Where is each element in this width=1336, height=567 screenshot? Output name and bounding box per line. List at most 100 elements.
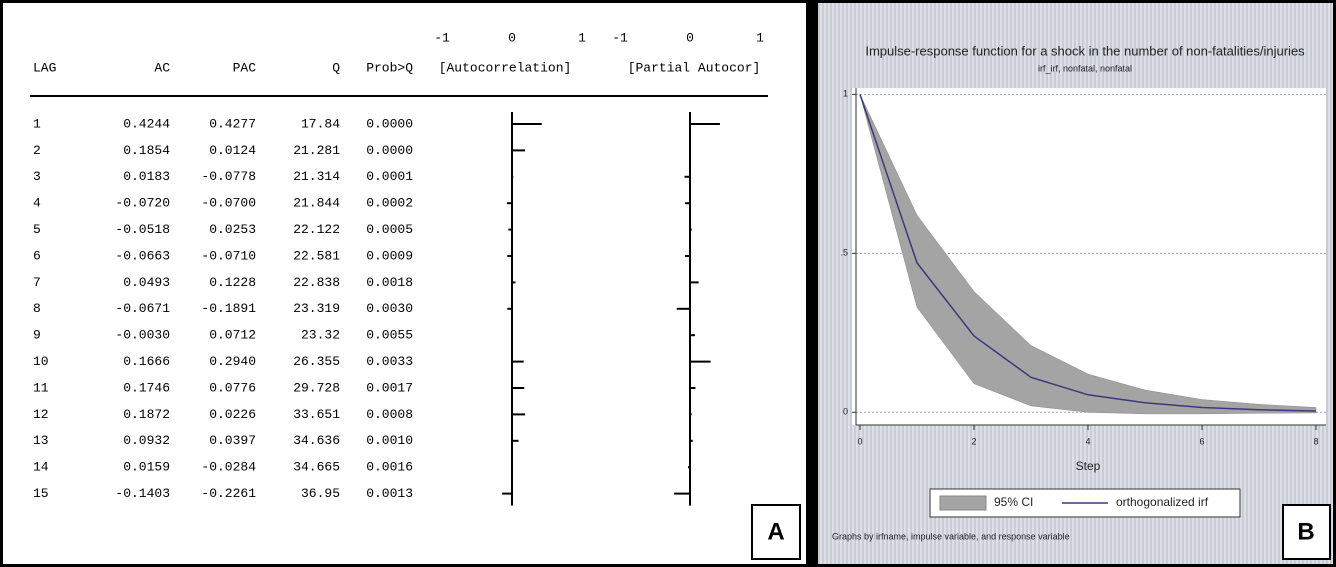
scale-label: 0 — [686, 30, 694, 45]
cell: 0.0183 — [123, 169, 170, 184]
cell: 33.651 — [293, 407, 340, 422]
cell: -0.1891 — [201, 301, 256, 316]
cell: 0.0016 — [366, 460, 413, 475]
cell: 12 — [33, 407, 49, 422]
cell: 15 — [33, 486, 49, 501]
cell: 0.0017 — [366, 380, 413, 395]
cell: 26.355 — [293, 354, 340, 369]
x-tick-label: 8 — [1313, 436, 1318, 446]
irf-line — [859, 94, 1317, 412]
cell: 21.281 — [293, 143, 340, 158]
cell: 21.314 — [293, 169, 340, 184]
scale-label: 0 — [508, 30, 516, 45]
cell: 5 — [33, 222, 41, 237]
chart-title: Impulse-response function for a shock in… — [865, 43, 1305, 58]
x-tick-label: 4 — [1085, 436, 1090, 446]
cell: -0.0030 — [115, 328, 170, 343]
cell: 0.1746 — [123, 380, 170, 395]
column-header: PAC — [233, 60, 257, 75]
x-tick-label: 2 — [971, 436, 976, 446]
scale-label: 1 — [756, 30, 764, 45]
cell: 0.0226 — [209, 407, 256, 422]
panel-label-box — [1282, 504, 1331, 560]
cell: 22.122 — [293, 222, 340, 237]
cell: 0.0712 — [209, 328, 256, 343]
cell: 8 — [33, 301, 41, 316]
cell: 0.0033 — [366, 354, 413, 369]
cell: -0.0663 — [115, 248, 170, 263]
cell: 22.581 — [293, 248, 340, 263]
cell: 2 — [33, 143, 41, 158]
cell: -0.0518 — [115, 222, 170, 237]
cell: 0.0253 — [209, 222, 256, 237]
legend-label: 95% CI — [994, 495, 1033, 509]
cell: 0.2940 — [209, 354, 256, 369]
cell: 0.0124 — [209, 143, 256, 158]
cell: 6 — [33, 248, 41, 263]
cell: 0.0002 — [366, 196, 413, 211]
cell: 0.0005 — [366, 222, 413, 237]
cell: 0.1854 — [123, 143, 170, 158]
cell: -0.0284 — [201, 460, 256, 475]
scale-label: -1 — [434, 30, 450, 45]
column-header: [Partial Autocor] — [628, 60, 761, 75]
cell: -0.0700 — [201, 196, 256, 211]
cell: 29.728 — [293, 380, 340, 395]
legend-swatch — [939, 495, 987, 511]
cell: 0.0932 — [123, 433, 170, 448]
legend-label: orthogonalized irf — [1116, 495, 1209, 509]
cell: 34.636 — [293, 433, 340, 448]
scale-label: -1 — [612, 30, 628, 45]
x-tick-label: 6 — [1199, 436, 1204, 446]
cell: 0.0001 — [366, 169, 413, 184]
cell: 0.0009 — [366, 248, 413, 263]
cell: 0.0493 — [123, 275, 170, 290]
cell: -0.0671 — [115, 301, 170, 316]
cell: 21.844 — [293, 196, 340, 211]
cell: -0.0710 — [201, 248, 256, 263]
cell: 14 — [33, 460, 49, 475]
cell: 0.0008 — [366, 407, 413, 422]
cell: 7 — [33, 275, 41, 290]
cell: 9 — [33, 328, 41, 343]
y-tick-label: 1 — [843, 89, 848, 99]
cell: 23.319 — [293, 301, 340, 316]
column-header: Prob>Q — [366, 60, 413, 75]
panel-label: B — [1297, 518, 1314, 545]
cell: 0.0018 — [366, 275, 413, 290]
cell: 0.0055 — [366, 328, 413, 343]
cell: 34.665 — [293, 460, 340, 475]
cell: 22.838 — [293, 275, 340, 290]
cell: 0.1666 — [123, 354, 170, 369]
cell: 10 — [33, 354, 49, 369]
cell: 0.0010 — [366, 433, 413, 448]
panel-label: A — [767, 518, 784, 545]
cell: 1 — [33, 116, 41, 131]
cell: 17.84 — [301, 116, 340, 131]
note: Graphs by irfname, impulse variable, and… — [832, 531, 1070, 541]
column-header: LAG — [33, 60, 56, 75]
cell: 0.4277 — [209, 116, 256, 131]
cell: 13 — [33, 433, 49, 448]
y-tick-label: 0 — [843, 407, 848, 417]
cell: 0.0397 — [209, 433, 256, 448]
cell: 0.0000 — [366, 143, 413, 158]
cell: -0.0778 — [201, 169, 256, 184]
column-header: Q — [332, 60, 340, 75]
cell: 23.32 — [301, 328, 340, 343]
cell: 0.0030 — [366, 301, 413, 316]
cell: -0.0720 — [115, 196, 170, 211]
cell: 4 — [33, 196, 41, 211]
x-axis-label: Step — [1076, 459, 1101, 473]
cell: 0.0013 — [366, 486, 413, 501]
cell: 0.1228 — [209, 275, 256, 290]
ci-band — [859, 94, 1317, 415]
cell: -0.2261 — [201, 486, 256, 501]
cell: 0.1872 — [123, 407, 170, 422]
cell: 0.0159 — [123, 460, 170, 475]
column-header: AC — [154, 60, 170, 75]
scale-label: 1 — [578, 30, 586, 45]
cell: 0.0000 — [366, 116, 413, 131]
y-tick-label: .5 — [840, 248, 848, 258]
